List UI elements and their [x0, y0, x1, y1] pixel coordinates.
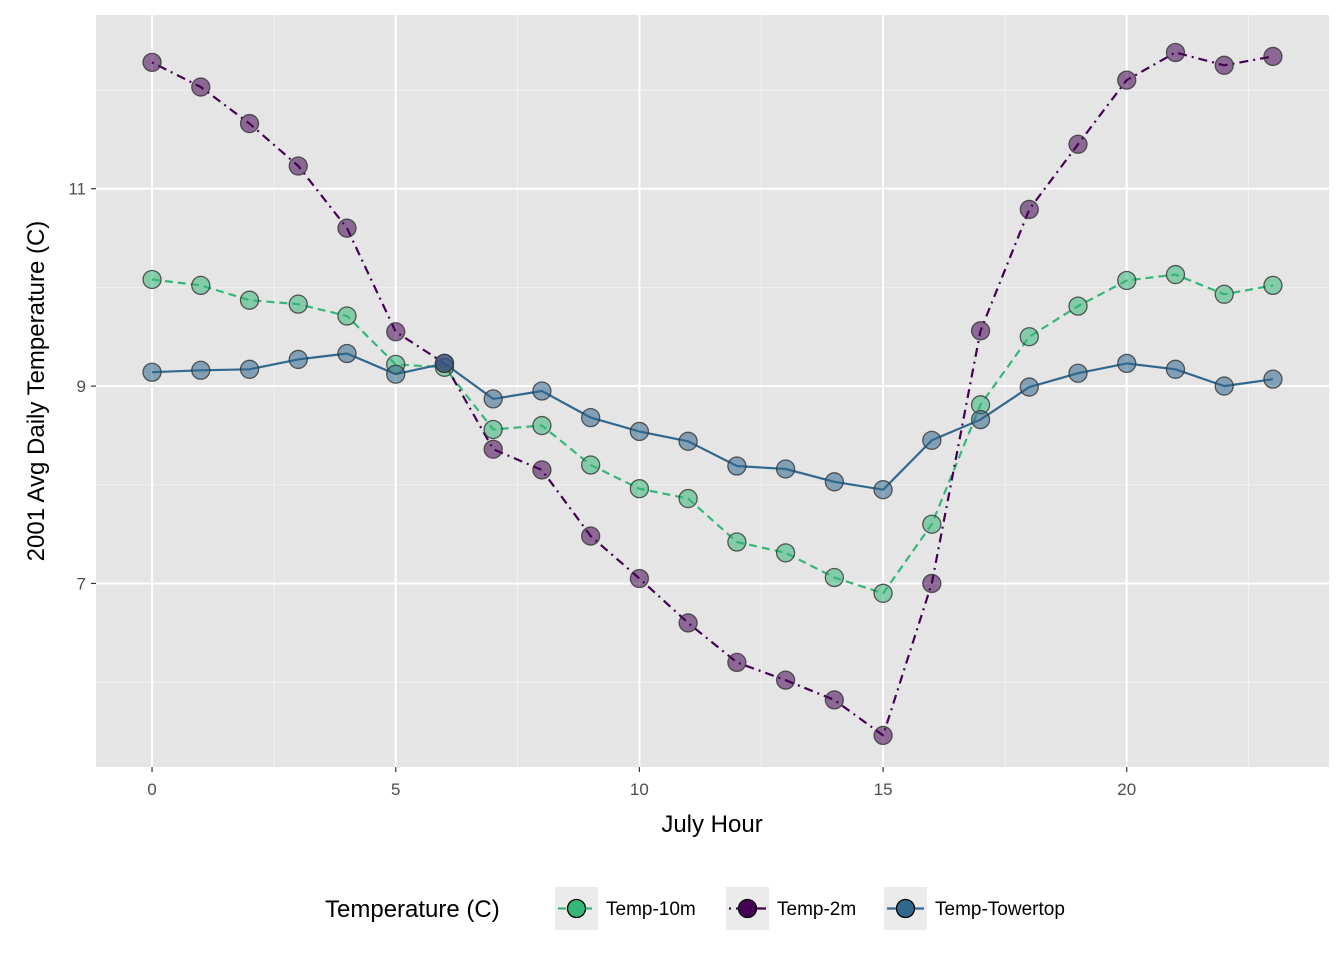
- data-point: [142, 362, 162, 382]
- data-point: [1068, 363, 1088, 383]
- legend-label: Temp-10m: [606, 899, 696, 920]
- data-point: [629, 479, 650, 499]
- data-point: [1068, 296, 1088, 316]
- x-tick-label: 15: [874, 780, 893, 799]
- data-point: [922, 430, 942, 450]
- y-axis-title: 2001 Avg Daily Temperature (C): [23, 221, 50, 562]
- data-point: [191, 360, 211, 380]
- data-point: [1117, 353, 1137, 374]
- data-point: [1165, 264, 1186, 285]
- data-point: [1019, 377, 1039, 397]
- legend-label: Temp-2m: [777, 899, 856, 920]
- x-tick-label: 10: [630, 780, 649, 799]
- data-point: [678, 488, 698, 509]
- data-point: [434, 353, 455, 374]
- data-point: [337, 343, 357, 364]
- data-point: [873, 480, 893, 500]
- data-point: [1068, 134, 1088, 154]
- data-point: [483, 439, 503, 459]
- data-point: [288, 156, 308, 176]
- data-point: [970, 321, 991, 341]
- data-point: [483, 389, 503, 409]
- data-point: [386, 364, 406, 384]
- data-point: [1117, 70, 1137, 90]
- data-point: [922, 514, 942, 534]
- data-point: [386, 322, 406, 342]
- series-line: [151, 51, 1274, 737]
- data-point: [581, 526, 601, 546]
- data-point: [288, 349, 308, 370]
- data-point: [239, 359, 260, 379]
- data-point: [873, 725, 893, 746]
- data-point: [1165, 42, 1186, 63]
- legend-label: Temp-Towertop: [935, 899, 1065, 920]
- data-point: [142, 269, 162, 290]
- legend-title: Temperature (C): [325, 896, 500, 923]
- data-point: [532, 415, 552, 436]
- data-point: [191, 77, 211, 97]
- data-point: [239, 113, 260, 134]
- x-axis-title: July Hour: [661, 811, 762, 838]
- legend-item: Temp-10m: [555, 887, 696, 930]
- data-point: [1019, 199, 1039, 220]
- data-point: [727, 532, 747, 552]
- legend-key-point: [895, 898, 916, 919]
- data-point: [629, 568, 650, 589]
- legend-item: Temp-Towertop: [884, 887, 1065, 930]
- data-point: [1263, 46, 1283, 67]
- data-point: [532, 460, 552, 480]
- data-point: [1117, 270, 1137, 291]
- legend-key-point: [737, 898, 758, 919]
- y-axis: 7 9 11: [68, 180, 96, 593]
- legend-key-point: [566, 898, 587, 919]
- data-point: [1019, 327, 1039, 347]
- data-point: [922, 573, 942, 594]
- data-point: [824, 690, 844, 710]
- plot-panel: [96, 15, 1329, 767]
- legend-item: Temp-2m: [726, 887, 856, 930]
- data-point: [629, 421, 650, 442]
- data-point: [239, 290, 260, 310]
- data-point: [581, 455, 601, 475]
- major-gridlines: [96, 15, 1329, 767]
- data-point: [581, 407, 601, 428]
- data-point: [873, 583, 893, 603]
- data-point: [824, 472, 844, 492]
- data-point: [775, 543, 796, 563]
- data-point: [1214, 55, 1234, 75]
- data-point: [288, 294, 308, 314]
- data-point: [1263, 369, 1283, 389]
- legend-items: Temp-10m Temp-2m Temp-Towertop: [555, 887, 1065, 930]
- data-point: [1263, 275, 1283, 296]
- data-point: [678, 431, 698, 451]
- data-point: [1165, 359, 1186, 379]
- x-axis: 0 5 10 15 20: [147, 767, 1136, 799]
- x-tick-label: 0: [147, 780, 156, 799]
- x-tick-label: 20: [1117, 780, 1136, 799]
- data-point: [483, 419, 503, 440]
- data-point: [824, 567, 844, 588]
- legend: Temperature (C) Temp-10m Temp-2m Temp-Towe…: [325, 887, 1065, 930]
- series-points: [142, 42, 1283, 746]
- x-tick-label: 5: [391, 780, 400, 799]
- y-tick-label: 11: [68, 180, 86, 199]
- data-point: [532, 381, 552, 401]
- data-point: [775, 670, 796, 690]
- data-point: [727, 652, 747, 673]
- data-point: [337, 218, 357, 238]
- data-point: [678, 613, 698, 633]
- minor-gridlines: [96, 15, 1329, 767]
- data-point: [970, 409, 991, 430]
- data-point: [191, 275, 211, 296]
- y-tick-label: 9: [77, 377, 86, 396]
- data-point: [727, 456, 747, 476]
- data-point: [775, 459, 796, 479]
- data-point: [142, 52, 162, 73]
- y-tick-label: 7: [77, 574, 86, 593]
- data-point: [337, 306, 357, 326]
- data-point: [1214, 376, 1234, 396]
- data-point: [1214, 284, 1234, 304]
